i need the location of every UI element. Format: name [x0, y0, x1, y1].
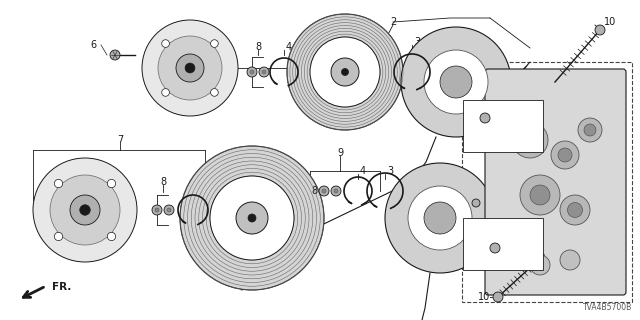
Circle shape [490, 243, 500, 253]
Bar [463, 218, 543, 270]
Text: 7: 7 [117, 135, 123, 145]
Circle shape [247, 67, 257, 77]
Text: FR.: FR. [52, 282, 72, 292]
Circle shape [162, 40, 170, 47]
Circle shape [167, 208, 171, 212]
Circle shape [500, 245, 520, 265]
Text: TVA4B5700B: TVA4B5700B [583, 303, 632, 312]
Text: 10: 10 [478, 292, 490, 302]
Bar [463, 100, 543, 152]
Circle shape [472, 199, 480, 207]
Circle shape [558, 148, 572, 162]
Circle shape [424, 50, 488, 114]
Text: 5: 5 [497, 108, 503, 118]
Circle shape [578, 118, 602, 142]
Circle shape [493, 292, 503, 302]
Circle shape [162, 89, 170, 96]
Circle shape [480, 113, 490, 123]
Circle shape [54, 232, 63, 241]
Circle shape [334, 189, 338, 193]
Circle shape [408, 186, 472, 250]
Circle shape [530, 185, 550, 205]
Circle shape [108, 232, 116, 241]
Text: 8: 8 [311, 186, 317, 196]
Text: 8: 8 [255, 42, 261, 52]
Circle shape [424, 202, 456, 234]
Circle shape [185, 63, 195, 73]
Circle shape [80, 205, 90, 215]
Circle shape [236, 202, 268, 234]
Circle shape [385, 163, 495, 273]
Circle shape [259, 67, 269, 77]
Circle shape [342, 68, 349, 76]
Circle shape [210, 176, 294, 260]
Circle shape [54, 180, 63, 188]
Text: 1: 1 [467, 243, 473, 253]
Text: 10: 10 [604, 17, 616, 27]
Circle shape [521, 131, 539, 149]
Circle shape [401, 27, 511, 137]
Circle shape [248, 214, 256, 222]
Text: 5: 5 [458, 201, 464, 211]
Circle shape [176, 54, 204, 82]
Text: 3: 3 [387, 166, 393, 176]
Text: 4: 4 [195, 175, 201, 185]
Text: B-60-1: B-60-1 [487, 123, 519, 133]
Text: B-60: B-60 [490, 108, 516, 118]
Circle shape [152, 205, 162, 215]
Circle shape [211, 89, 218, 96]
Circle shape [520, 175, 560, 215]
Bar [462, 62, 632, 302]
Circle shape [110, 50, 120, 60]
Circle shape [287, 14, 403, 130]
Circle shape [180, 146, 324, 290]
Circle shape [560, 195, 590, 225]
Circle shape [158, 36, 222, 100]
Circle shape [70, 195, 100, 225]
Circle shape [440, 66, 472, 98]
Text: B-60: B-60 [490, 226, 516, 236]
Circle shape [211, 40, 218, 47]
Circle shape [551, 141, 579, 169]
Text: B-60-2: B-60-2 [487, 255, 519, 265]
Circle shape [262, 70, 266, 74]
Circle shape [33, 158, 137, 262]
Text: 2: 2 [390, 17, 396, 27]
Text: 4: 4 [360, 166, 366, 176]
Circle shape [108, 180, 116, 188]
Text: 6: 6 [90, 40, 96, 50]
Text: 4: 4 [286, 42, 292, 52]
Text: 9: 9 [337, 148, 343, 158]
FancyBboxPatch shape [485, 69, 626, 295]
Circle shape [512, 122, 548, 158]
Text: B-60-2: B-60-2 [487, 137, 519, 147]
Text: B-60-1: B-60-1 [487, 241, 519, 251]
Circle shape [319, 186, 329, 196]
Circle shape [584, 124, 596, 136]
Circle shape [568, 203, 582, 218]
Circle shape [155, 208, 159, 212]
Circle shape [331, 58, 359, 86]
Circle shape [50, 175, 120, 245]
Text: 8: 8 [160, 177, 166, 187]
Text: 3: 3 [414, 37, 420, 47]
Circle shape [331, 186, 341, 196]
Circle shape [250, 70, 254, 74]
Circle shape [164, 205, 174, 215]
Circle shape [595, 25, 605, 35]
Circle shape [142, 20, 238, 116]
Circle shape [560, 250, 580, 270]
Circle shape [310, 37, 380, 107]
Circle shape [322, 189, 326, 193]
Circle shape [530, 255, 550, 275]
